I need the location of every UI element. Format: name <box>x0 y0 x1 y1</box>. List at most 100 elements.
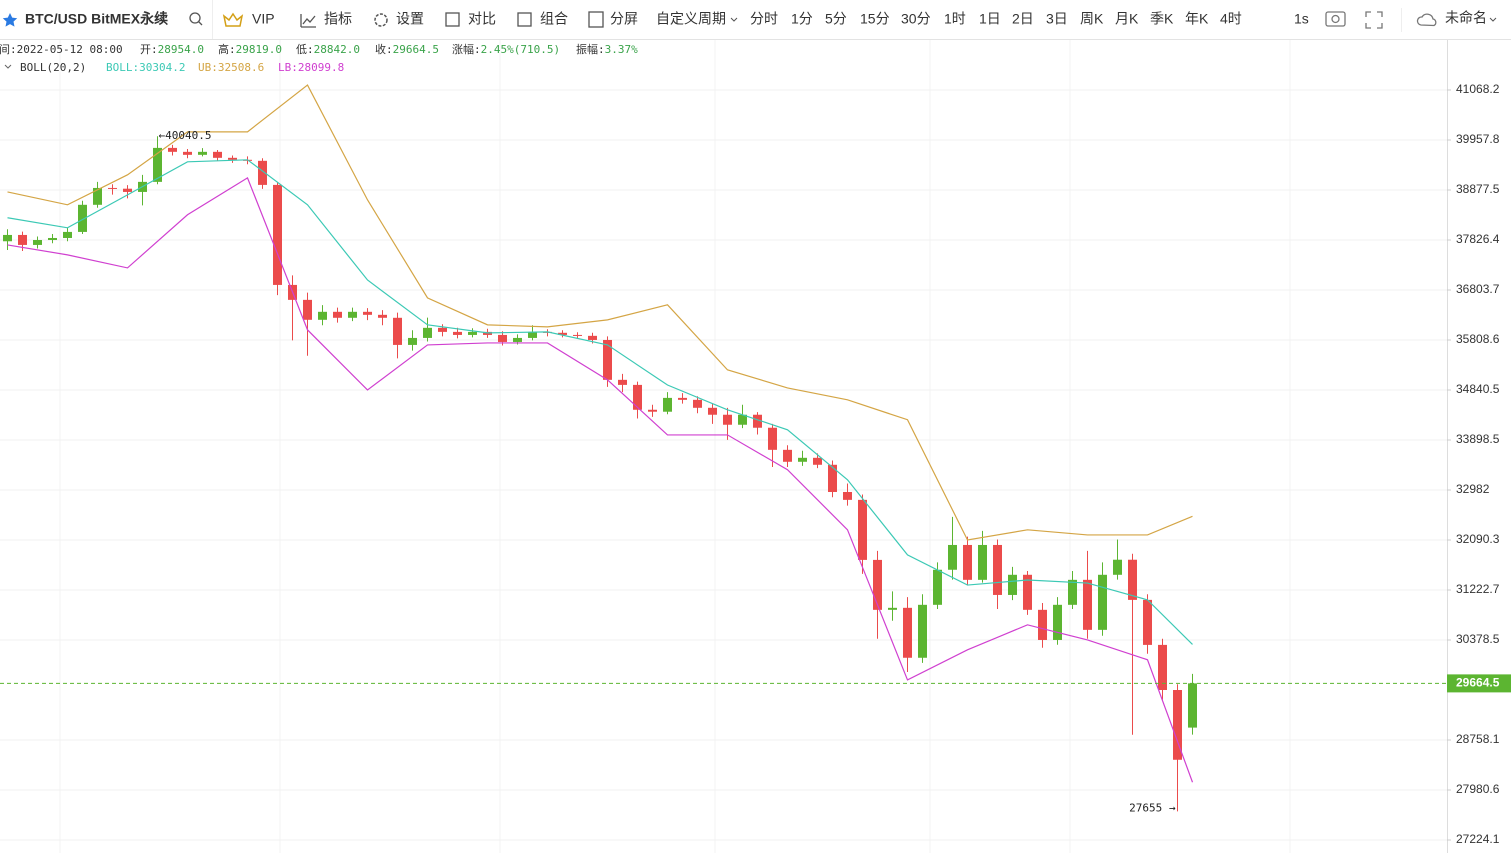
toolbar-item[interactable]: 3日 <box>1046 11 1068 27</box>
candle-body <box>858 499 867 560</box>
camera-icon[interactable] <box>1325 11 1346 27</box>
toolbar-item[interactable]: 季K <box>1150 11 1174 27</box>
toolbar-item[interactable]: 4时 <box>1220 11 1242 27</box>
candle-body <box>93 187 102 205</box>
info-value: 28842.0 <box>314 43 360 56</box>
candle-body <box>63 231 72 238</box>
dropdown-caret <box>730 17 738 22</box>
candle-body <box>693 399 702 408</box>
info-label: 开: <box>140 43 158 56</box>
y-tick-label: 39957.8 <box>1456 132 1500 146</box>
y-tick-label: 34840.5 <box>1456 382 1500 396</box>
info-value: 29819.0 <box>236 43 282 56</box>
split-icon <box>588 11 604 28</box>
info-value: 2.45%(710.5) <box>481 43 560 56</box>
toolbar-item[interactable]: 自定义周期 <box>656 11 726 27</box>
toolbar-item[interactable]: 1s <box>1294 11 1309 27</box>
candle-body <box>1068 579 1077 605</box>
cloud-icon[interactable] <box>1416 13 1437 27</box>
info-value: 2022-05-12 08:00 <box>17 43 123 56</box>
collapse-caret <box>4 64 12 69</box>
info-item: 高:29819.0 <box>218 42 282 56</box>
candle-body <box>678 397 687 400</box>
high-annotation: ←40040.5 <box>159 129 212 142</box>
toolbar-item[interactable]: 对比 <box>468 11 496 27</box>
candle-body <box>258 160 267 185</box>
candle-body <box>1188 683 1197 728</box>
toolbar-item[interactable]: 1分 <box>791 11 813 27</box>
toolbar-item[interactable]: 分屏 <box>610 11 638 27</box>
info-label: 振幅: <box>576 42 605 56</box>
fullscreen-icon[interactable] <box>1365 11 1383 29</box>
toolbar-item[interactable]: 15分 <box>860 11 890 27</box>
candle-body <box>78 204 87 232</box>
y-tick-label: 30378.5 <box>1456 632 1500 646</box>
candle-body <box>843 491 852 500</box>
candle-body <box>1113 559 1122 575</box>
y-tick-label: 27980.6 <box>1456 782 1500 796</box>
candle-body <box>108 187 117 189</box>
toolbar-item[interactable]: 2日 <box>1012 11 1034 27</box>
candle-body <box>708 407 717 415</box>
candle-body <box>918 604 927 658</box>
info-label: 收: <box>375 42 393 56</box>
toolbar-item[interactable]: 30分 <box>901 11 931 27</box>
indicator-title: BOLL(20,2) <box>20 61 86 74</box>
last-price-label: 29664.5 <box>1456 676 1500 690</box>
candle-body <box>378 314 387 318</box>
candle-body <box>1128 559 1137 600</box>
user-name[interactable]: 未命名 <box>1445 10 1487 26</box>
candle-body <box>18 234 27 245</box>
candle-body <box>348 311 357 318</box>
y-tick-label: 37826.4 <box>1456 232 1500 246</box>
candle-body <box>1143 599 1152 645</box>
toolbar-item[interactable]: 5分 <box>825 11 847 27</box>
symbol[interactable]: BTC/USD BitMEX永续 <box>25 11 168 27</box>
candle-body <box>633 384 642 410</box>
candle-body <box>1038 609 1047 640</box>
toolbar-item[interactable]: 年K <box>1185 11 1209 27</box>
candle-body <box>1158 644 1167 691</box>
candle-body <box>1053 604 1062 640</box>
bollinger-line <box>7 159 1193 645</box>
indicator-value: UB:32508.6 <box>198 61 264 74</box>
toolbar-item[interactable]: 周K <box>1080 11 1104 27</box>
candle-body <box>273 184 282 285</box>
candle-body <box>213 151 222 158</box>
toolbar-item[interactable]: 分时 <box>750 11 778 27</box>
toolbar-item[interactable]: VIP <box>252 11 275 27</box>
bollinger-line <box>7 84 1193 541</box>
toolbar-item[interactable]: 指标 <box>324 11 352 27</box>
y-tick-label: 32982 <box>1456 482 1490 496</box>
combine-icon <box>517 12 532 27</box>
info-label: 高: <box>218 42 236 56</box>
toolbar-item[interactable]: 月K <box>1115 11 1139 27</box>
favorite-icon[interactable] <box>2 13 18 27</box>
compare-icon <box>445 12 460 27</box>
candle-body <box>828 464 837 492</box>
toolbar-item[interactable]: 组合 <box>540 11 568 27</box>
search-icon-handle <box>198 21 203 26</box>
candle-body <box>198 151 207 155</box>
info-label: 涨幅: <box>452 43 481 56</box>
info-item: 时间:2022-05-12 08:00 <box>0 43 123 56</box>
candle-body <box>783 449 792 462</box>
candle-body <box>168 147 177 152</box>
search-icon[interactable] <box>189 12 201 24</box>
camera-lens <box>1331 14 1340 24</box>
candle-body <box>303 299 312 320</box>
candle-body <box>513 337 522 342</box>
candle-body <box>978 544 987 580</box>
toolbar-item[interactable]: 1时 <box>944 11 966 27</box>
y-tick-label: 38877.5 <box>1456 182 1500 196</box>
candle-body <box>753 414 762 428</box>
candle-body <box>993 544 1002 595</box>
toolbar-item[interactable]: 设置 <box>396 11 424 27</box>
candle-body <box>813 457 822 465</box>
toolbar-item[interactable]: 1日 <box>979 11 1001 27</box>
vip-icon <box>222 12 244 27</box>
info-value: 28954.0 <box>158 43 204 56</box>
info-item: 开:28954.0 <box>140 43 204 56</box>
